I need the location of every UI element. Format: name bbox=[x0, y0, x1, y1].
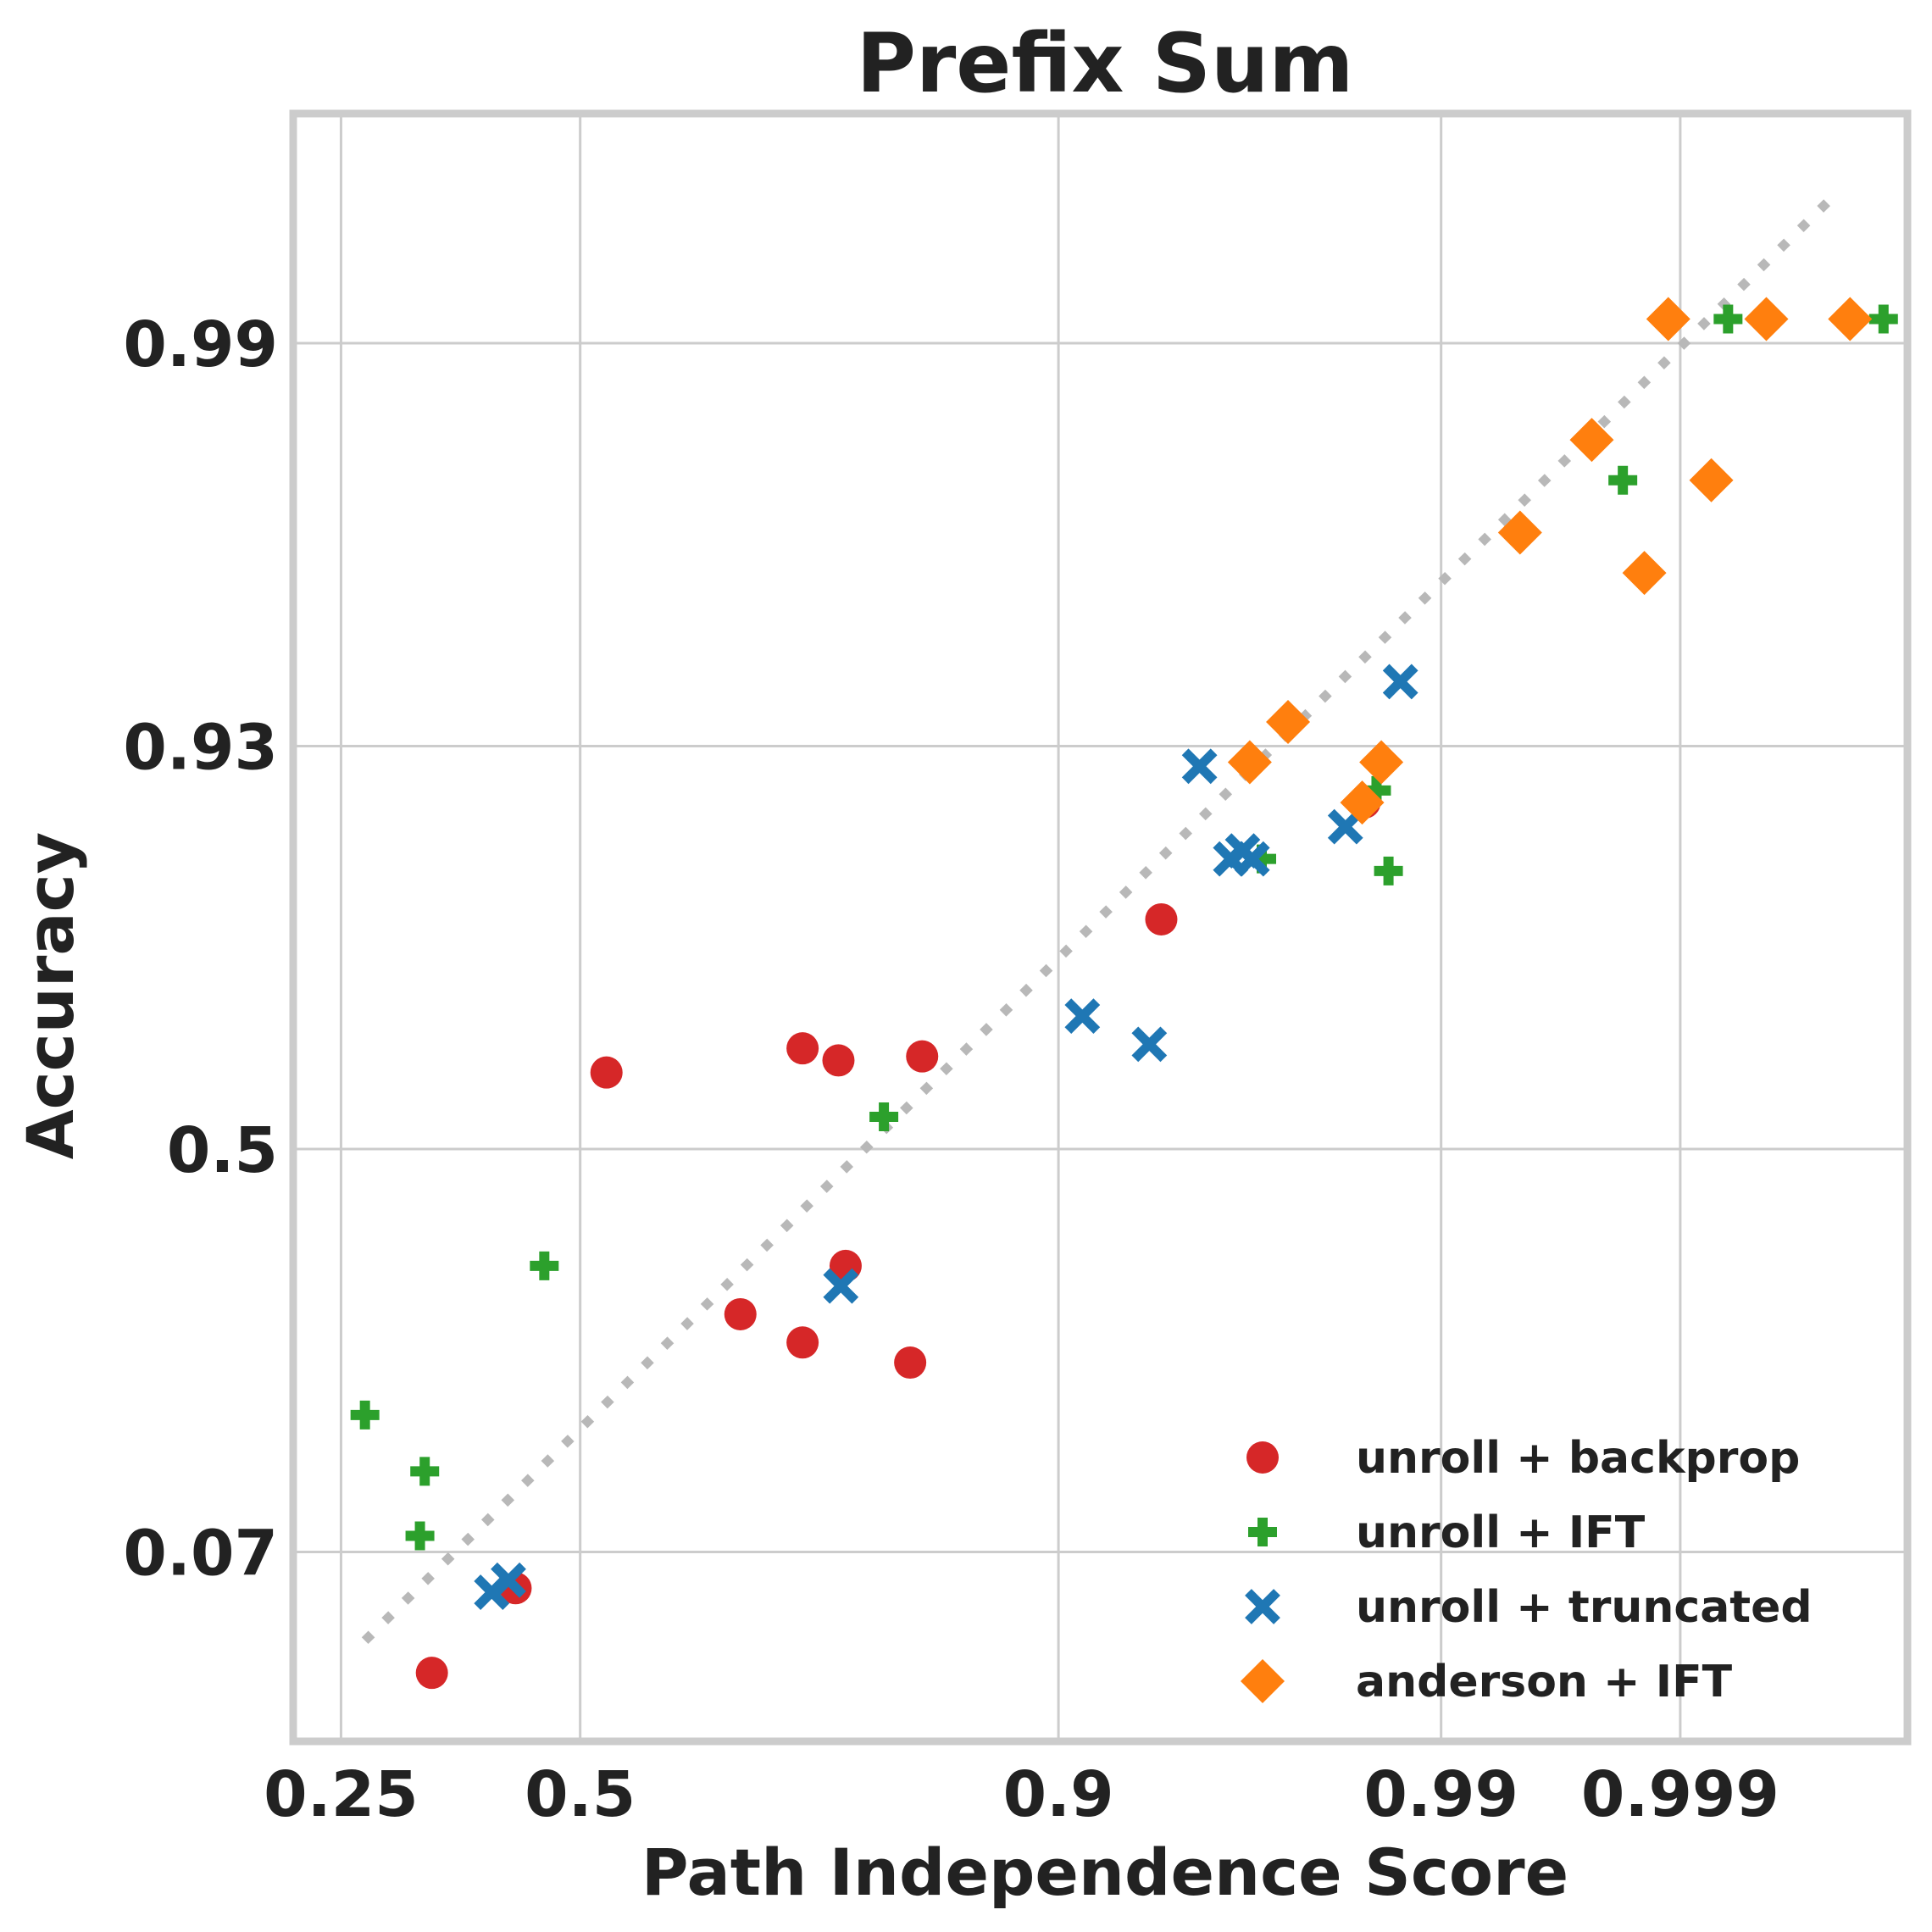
legend-marker-0 bbox=[1246, 1441, 1279, 1474]
circle-point-0-2 bbox=[590, 1056, 623, 1089]
x-point-2-10 bbox=[1382, 663, 1418, 700]
chart-title: Prefix Sum bbox=[857, 16, 1354, 111]
x-point-2-8 bbox=[1234, 841, 1270, 877]
x-point-2-4 bbox=[1131, 1026, 1168, 1063]
plus-point-1-10 bbox=[1868, 304, 1898, 334]
plus-point-1-4 bbox=[869, 1102, 899, 1131]
circle-point-0-0 bbox=[415, 1657, 448, 1690]
circle-point-0-8 bbox=[894, 1346, 927, 1380]
circle-point-0-4 bbox=[786, 1326, 819, 1359]
circle-point-0-6 bbox=[822, 1044, 855, 1077]
legend-label-3: anderson + IFT bbox=[1356, 1657, 1733, 1707]
x-tick-label-3: 0.99 bbox=[1363, 1758, 1518, 1831]
y-tick-label-0: 0.07 bbox=[123, 1518, 278, 1591]
plus-point-1-9 bbox=[1713, 304, 1743, 334]
circle-point-0-3 bbox=[724, 1297, 757, 1330]
x-point-2-2 bbox=[823, 1268, 859, 1304]
y-tick-labels: 0.07 0.5 0.93 0.99 bbox=[123, 308, 278, 1590]
circle-point-0-10 bbox=[1145, 902, 1178, 935]
plus-point-1-3 bbox=[530, 1251, 559, 1280]
series-unroll-backprop bbox=[415, 786, 1381, 1690]
x-axis-label: Path Independence Score bbox=[641, 1835, 1568, 1910]
plus-point-1-2 bbox=[410, 1457, 440, 1486]
legend-marker-1 bbox=[1248, 1518, 1277, 1546]
legend-label-0: unroll + backprop bbox=[1356, 1433, 1800, 1484]
x-point-2-1 bbox=[491, 1562, 526, 1598]
diamond-point-3-7 bbox=[1646, 297, 1690, 341]
diamond-point-3-0 bbox=[1227, 740, 1272, 785]
plus-point-1-1 bbox=[405, 1521, 435, 1551]
diamond-point-3-3 bbox=[1359, 740, 1404, 785]
y-tick-label-3: 0.99 bbox=[123, 308, 278, 381]
series-unroll-truncated bbox=[474, 663, 1418, 1610]
circle-point-0-5 bbox=[786, 1032, 819, 1065]
diamond-point-3-1 bbox=[1266, 699, 1311, 744]
diamond-point-3-8 bbox=[1689, 458, 1734, 502]
legend-label-2: unroll + truncated bbox=[1356, 1582, 1813, 1633]
legend-marker-2 bbox=[1245, 1589, 1280, 1624]
legend-marker-3 bbox=[1241, 1659, 1285, 1703]
grid-lines bbox=[293, 114, 1907, 1741]
plus-point-1-8 bbox=[1608, 465, 1638, 495]
legend: unroll + backprop unroll + IFT unroll + tr… bbox=[1241, 1433, 1813, 1707]
plus-point-1-7 bbox=[1374, 856, 1403, 886]
x-tick-label-4: 0.999 bbox=[1581, 1758, 1779, 1831]
diamond-point-3-4 bbox=[1497, 510, 1542, 555]
x-tick-labels: 0.25 0.5 0.9 0.99 0.999 bbox=[264, 1758, 1779, 1831]
y-axis-label: Accuracy bbox=[13, 832, 88, 1159]
data-points bbox=[350, 297, 1898, 1690]
diamond-point-3-10 bbox=[1828, 297, 1873, 341]
diamond-point-3-5 bbox=[1569, 418, 1614, 463]
x-tick-label-0: 0.25 bbox=[264, 1758, 419, 1831]
diamond-point-3-2 bbox=[1340, 780, 1385, 825]
y-tick-label-1: 0.5 bbox=[167, 1114, 278, 1187]
x-point-2-3 bbox=[1064, 998, 1101, 1034]
legend-label-1: unroll + IFT bbox=[1356, 1507, 1646, 1558]
reference-diagonal-line bbox=[361, 191, 1840, 1645]
x-point-2-5 bbox=[1181, 748, 1218, 785]
y-tick-label-2: 0.93 bbox=[123, 712, 278, 785]
diamond-point-3-6 bbox=[1622, 551, 1667, 596]
diamond-point-3-9 bbox=[1744, 297, 1789, 341]
circle-point-0-9 bbox=[906, 1040, 939, 1073]
x-tick-label-1: 0.5 bbox=[525, 1758, 636, 1831]
series-unroll-ift bbox=[350, 304, 1898, 1551]
plot-frame bbox=[289, 109, 1912, 1746]
plus-point-1-0 bbox=[350, 1400, 380, 1430]
series-anderson-ift bbox=[1227, 297, 1873, 825]
x-tick-label-2: 0.9 bbox=[1003, 1758, 1114, 1831]
